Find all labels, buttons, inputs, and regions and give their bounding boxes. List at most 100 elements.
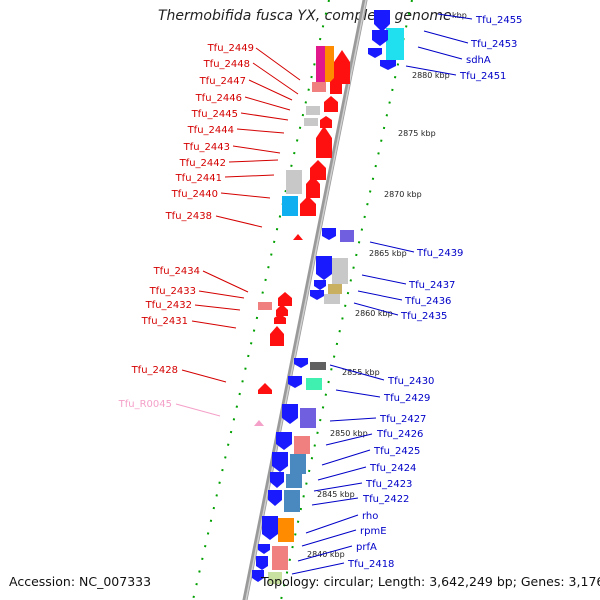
gene-arrow [293, 234, 303, 240]
accession-text: Accession: NC_007333 [9, 574, 152, 589]
leader-line [224, 174, 275, 178]
gene-box [386, 28, 404, 60]
gene-label[interactable]: Tfu_2418 [347, 559, 394, 570]
leader-line [321, 449, 371, 466]
gene-box [300, 408, 316, 428]
gene-label[interactable]: Tfu_2439 [416, 248, 463, 259]
gene-arrow [262, 516, 278, 540]
gene-label[interactable]: rpmE [360, 526, 387, 537]
gene-label[interactable]: Tfu_2431 [141, 316, 188, 327]
gene-arrow [372, 30, 388, 46]
gene-label[interactable]: Tfu_2437 [408, 280, 455, 291]
gene-arrow [276, 304, 288, 316]
gene-label[interactable]: Tfu_2455 [475, 15, 522, 26]
gene-label[interactable]: Tfu_2426 [376, 429, 423, 440]
gene-label[interactable]: prfA [356, 542, 377, 553]
leader-line [423, 30, 469, 44]
gene-arrow [276, 432, 292, 450]
gene-label[interactable]: Tfu_2451 [459, 71, 506, 82]
gene-box [284, 490, 300, 512]
rna-gene-label[interactable]: Tfu_R0045 [118, 399, 172, 410]
gene-arrow [314, 280, 326, 290]
gene-box [306, 106, 320, 115]
leader-line [215, 215, 263, 228]
leader-line [361, 274, 407, 285]
leader-line [228, 159, 279, 163]
gene-arrow [368, 48, 382, 58]
leader-line [191, 320, 237, 329]
scale-label-2865: 2865 kbp [369, 249, 407, 258]
gene-label[interactable]: sdhA [466, 55, 491, 66]
gene-arrow [334, 50, 350, 84]
gene-label[interactable]: Tfu_2453 [470, 39, 517, 50]
gene-box [282, 196, 298, 216]
gene-box [286, 474, 302, 488]
gene-box [306, 378, 322, 390]
gene-label[interactable]: Tfu_2422 [362, 494, 409, 505]
gene-label[interactable]: Tfu_2423 [365, 479, 412, 490]
gene-label[interactable]: Tfu_2427 [379, 414, 426, 425]
leader-line [313, 482, 363, 492]
gene-label[interactable]: Tfu_2448 [203, 59, 250, 70]
gene-box [286, 170, 302, 194]
genome-summary-text: Topology: circular; Length: 3,642,249 bp… [261, 574, 600, 589]
gene-arrow [258, 383, 272, 394]
leader-line [181, 369, 227, 383]
leader-line [194, 304, 241, 311]
gene-arrow [258, 544, 270, 554]
gene-arrow [270, 326, 284, 346]
left-gene-labels: Tfu_2449 Tfu_2448 Tfu_2447 Tfu_2446 Tfu_… [118, 43, 254, 410]
leader-line [252, 62, 299, 95]
left-gene-features [254, 46, 350, 426]
gene-box [332, 258, 348, 284]
scale-label-2880: 2880 kbp [412, 71, 450, 80]
gene-label[interactable]: Tfu_2438 [165, 211, 212, 222]
leader-line [405, 65, 457, 76]
gene-label[interactable]: Tfu_2433 [149, 286, 196, 297]
gene-label[interactable]: Tfu_2444 [187, 125, 234, 136]
gene-arrow [274, 314, 286, 324]
gene-label[interactable]: Tfu_2424 [369, 463, 416, 474]
gene-label[interactable]: Tfu_2447 [199, 76, 246, 87]
leader-line [353, 302, 399, 316]
leader-line [297, 545, 353, 562]
gene-box [328, 284, 342, 294]
gene-box [272, 546, 288, 570]
scale-label-2875: 2875 kbp [398, 129, 436, 138]
gene-label[interactable]: Tfu_2442 [179, 158, 226, 169]
gene-label[interactable]: Tfu_2443 [183, 142, 230, 153]
scale-label-2845: 2845 kbp [317, 490, 355, 499]
gene-box [294, 436, 310, 454]
gene-arrow [278, 292, 292, 306]
leader-line [220, 192, 271, 199]
gene-label[interactable]: Tfu_2445 [191, 109, 238, 120]
gene-label[interactable]: Tfu_2441 [175, 173, 222, 184]
gene-label[interactable]: Tfu_2432 [145, 300, 192, 311]
rna-arrow [254, 420, 264, 426]
scale-label-kbp: kbp [452, 11, 467, 20]
leader-line [301, 529, 357, 547]
leader-line [255, 47, 301, 81]
gene-label[interactable]: Tfu_2446 [195, 93, 242, 104]
gene-label[interactable]: Tfu_2430 [387, 376, 434, 387]
gene-label[interactable]: Tfu_2449 [207, 43, 254, 54]
leader-line [329, 417, 377, 422]
gene-arrow [316, 126, 332, 158]
gene-arrow [282, 404, 298, 424]
gene-label[interactable]: Tfu_2440 [171, 189, 218, 200]
gene-box [290, 454, 306, 474]
gene-label[interactable]: Tfu_2436 [404, 296, 451, 307]
leader-line [417, 46, 463, 60]
gene-label[interactable]: rho [362, 511, 378, 522]
scale-label-2870: 2870 kbp [384, 190, 422, 199]
gene-arrow [316, 256, 332, 280]
gene-label[interactable]: Tfu_2434 [153, 266, 200, 277]
gene-label[interactable]: Tfu_2425 [373, 446, 420, 457]
gene-label[interactable]: Tfu_2435 [400, 311, 447, 322]
leader-line [232, 145, 281, 154]
gene-box [278, 518, 294, 542]
gene-label[interactable]: Tfu_2428 [131, 365, 178, 376]
gene-arrow [374, 10, 390, 32]
gene-label[interactable]: Tfu_2429 [383, 393, 430, 404]
